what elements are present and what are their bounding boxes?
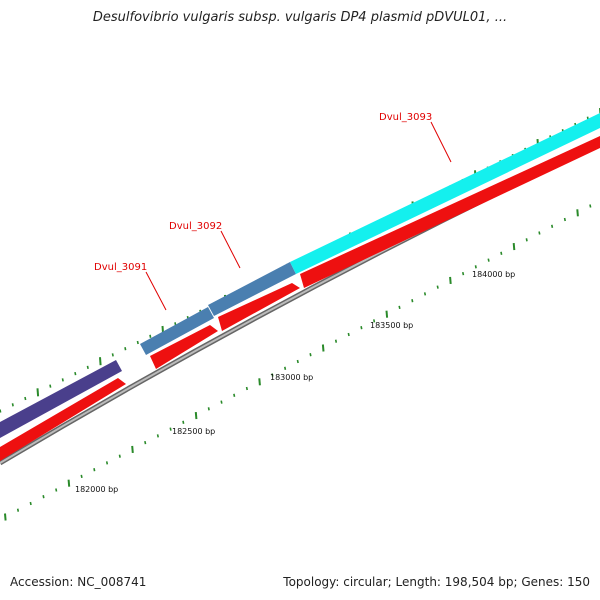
- cds-feature[interactable]: [218, 283, 300, 331]
- ruler-label: 184000 bp: [472, 270, 515, 279]
- accession-text: Accession: NC_008741: [10, 575, 147, 589]
- minor-tick: [29, 501, 32, 506]
- gene-label-dvul-3092[interactable]: Dvul_3092: [169, 221, 222, 232]
- major-tick: [449, 276, 452, 284]
- gene-block-dvul-3090[interactable]: [0, 360, 122, 438]
- minor-tick: [525, 238, 528, 242]
- minor-tick: [55, 488, 58, 492]
- minor-tick: [398, 305, 401, 310]
- minor-tick: [284, 366, 287, 370]
- gene-label-leader: [430, 121, 452, 163]
- map-title: Desulfovibrio vulgaris subsp. vulgaris D…: [92, 10, 508, 25]
- minor-tick: [474, 265, 477, 269]
- minor-tick: [373, 319, 376, 323]
- minor-tick: [207, 407, 210, 411]
- gene-label-leader: [145, 271, 167, 311]
- gene-block-dvul-3093[interactable]: [290, 113, 600, 274]
- major-tick: [385, 310, 389, 318]
- minor-tick: [61, 378, 64, 382]
- minor-tick: [245, 386, 248, 391]
- backbone-line: [0, 141, 600, 466]
- minor-tick: [118, 454, 121, 458]
- major-tick: [36, 388, 40, 397]
- ruler-label: 182000 bp: [75, 485, 118, 494]
- backbone-line-highlight: [0, 143, 600, 464]
- major-tick: [131, 445, 134, 453]
- inner-tick-marks: [4, 204, 592, 521]
- minor-tick: [271, 373, 274, 377]
- minor-tick: [49, 384, 52, 388]
- ruler-label: 183000 bp: [270, 373, 313, 382]
- minor-tick: [296, 359, 299, 364]
- minor-tick: [563, 217, 566, 222]
- minor-tick: [538, 231, 541, 235]
- minor-tick: [436, 285, 439, 289]
- minor-tick: [411, 299, 414, 303]
- minor-tick: [16, 508, 20, 512]
- minor-tick: [11, 403, 14, 407]
- minor-tick: [93, 468, 96, 472]
- major-tick: [512, 243, 516, 251]
- minor-tick: [551, 224, 554, 228]
- minor-tick: [220, 400, 223, 404]
- gene-label-leader: [220, 230, 241, 269]
- major-tick: [4, 513, 7, 521]
- minor-tick: [487, 258, 490, 262]
- major-tick: [67, 479, 71, 487]
- cds-feature[interactable]: [0, 378, 126, 461]
- minor-tick: [589, 204, 592, 208]
- minor-tick: [80, 474, 83, 479]
- major-tick: [576, 209, 579, 217]
- minor-tick: [42, 495, 45, 499]
- cds-feature[interactable]: [150, 325, 218, 369]
- topology-summary: Topology: circular; Length: 198,504 bp; …: [283, 575, 590, 589]
- minor-tick: [0, 409, 2, 413]
- minor-tick: [111, 353, 114, 357]
- gene-block-dvul-3092[interactable]: [208, 262, 296, 316]
- minor-tick: [144, 440, 147, 445]
- minor-tick: [462, 271, 465, 276]
- gene-label-dvul-3091[interactable]: Dvul_3091: [94, 262, 147, 273]
- gene-block-dvul-3091[interactable]: [140, 307, 214, 355]
- minor-tick: [233, 393, 236, 397]
- minor-tick: [182, 420, 185, 424]
- ruler-label: 183500 bp: [370, 321, 413, 330]
- cds-feature[interactable]: [300, 136, 600, 288]
- minor-tick: [24, 396, 27, 401]
- minor-tick: [423, 292, 427, 296]
- minor-tick: [86, 365, 89, 370]
- minor-tick: [124, 347, 127, 351]
- gene-label-dvul-3093[interactable]: Dvul_3093: [379, 112, 432, 123]
- minor-tick: [136, 340, 139, 345]
- minor-tick: [334, 339, 338, 343]
- minor-tick: [149, 334, 152, 338]
- major-tick: [99, 357, 102, 366]
- minor-tick: [74, 371, 77, 376]
- major-tick: [194, 412, 198, 420]
- minor-tick: [169, 427, 172, 431]
- major-tick: [321, 344, 325, 352]
- minor-tick: [105, 461, 109, 465]
- minor-tick: [156, 434, 159, 438]
- ruler-label: 182500 bp: [172, 427, 215, 436]
- minor-tick: [360, 326, 363, 330]
- minor-tick: [347, 332, 350, 337]
- major-tick: [258, 378, 261, 386]
- minor-tick: [500, 251, 503, 255]
- minor-tick: [309, 353, 312, 357]
